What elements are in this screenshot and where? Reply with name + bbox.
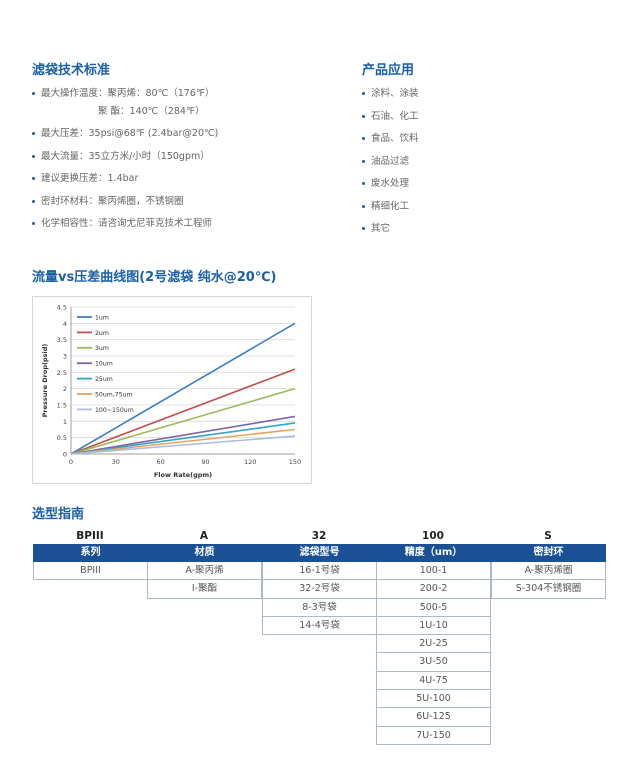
series-line-3um <box>70 387 296 455</box>
legend-label: 3um <box>95 345 109 352</box>
series-line-1um <box>70 322 296 455</box>
x-tick-label: 90 <box>201 458 209 466</box>
chart-section-title: 流量vs压差曲线图(2号滤袋 纯水@20℃) <box>32 270 277 285</box>
selection-column-header: 材质 <box>147 544 262 562</box>
selection-cell: A-聚丙烯 <box>147 562 262 581</box>
series-line-2um <box>70 368 296 455</box>
selection-cell: BPIII <box>33 562 148 581</box>
y-tick-label: 4.5 <box>57 304 67 312</box>
applications-item: 废水处理 <box>362 178 419 201</box>
chart-svg: 0 0.5 1 1.5 2 2.5 3 3.5 4 4.5 0 30 60 90 120 150 Flow Ra… <box>41 304 301 480</box>
selection-column: 滤袋型号 16-1号袋 32-2号袋 8-3号袋 14-4号袋 <box>262 544 377 636</box>
selection-column-header: 系列 <box>33 544 148 562</box>
x-tick-label: 0 <box>69 458 73 466</box>
selection-column-header: 精度（um） <box>376 544 491 562</box>
x-tick-label: 30 <box>112 458 120 466</box>
selection-cell: 100-1 <box>376 562 491 581</box>
y-tick-label: 3 <box>63 353 67 361</box>
selection-column-header: 滤袋型号 <box>262 544 377 562</box>
y-tick-label: 0 <box>63 451 67 459</box>
series-line-100~150um <box>70 435 296 455</box>
flow-pressure-chart: 0 0.5 1 1.5 2 2.5 3 3.5 4 4.5 0 30 60 90 120 150 Flow Ra… <box>32 296 312 484</box>
standards-item: 化学相容性：请咨询尤尼菲克技术工程师 <box>32 218 218 241</box>
standards-item: 最大流量：35立方米/小时（150gpm） <box>32 151 218 174</box>
applications-item: 涂料、涂装 <box>362 88 419 111</box>
selection-cell: 14-4号袋 <box>262 616 377 636</box>
selection-column: 精度（um） 100-1 200-2 500-5 1U-10 2U-25 3U-50 4U-7… <box>376 544 491 745</box>
selection-cell: 32-2号袋 <box>262 580 377 599</box>
selection-column: 材质 A-聚丙烯 I-聚酯 <box>147 544 262 599</box>
y-tick-label: 1.5 <box>57 402 67 410</box>
selection-title: 选型指南 <box>32 507 85 522</box>
selection-cell: 7U-150 <box>376 726 491 745</box>
x-tick-label: 60 <box>156 458 164 466</box>
model-code-part: 32 <box>311 530 327 542</box>
selection-cell: 2U-25 <box>376 635 491 654</box>
x-axis-label: Flow Rate(gpm) <box>154 471 212 479</box>
y-tick-label: 4 <box>63 320 67 328</box>
applications-item: 石油、化工 <box>362 111 419 134</box>
standards-item: 最大压差：35psi@68℉ (2.4bar@20℃) <box>32 128 218 151</box>
y-tick-label: 0.5 <box>57 434 67 442</box>
model-code-part: 100 <box>422 530 444 542</box>
selection-cell: 1U-10 <box>376 616 491 636</box>
selection-cell: 3U-50 <box>376 653 491 672</box>
applications-item: 食品、饮料 <box>362 133 419 156</box>
standards-item: 密封环材料：聚丙烯圈，不锈钢圈 <box>32 196 218 219</box>
applications-item: 油品过滤 <box>362 156 419 179</box>
x-tick-label: 150 <box>289 458 301 466</box>
applications-item: 其它 <box>362 223 419 246</box>
legend-label: 25um <box>95 376 113 383</box>
model-code-part: A <box>199 530 209 542</box>
selection-cell: 8-3号袋 <box>262 598 377 617</box>
series-line-50um,75um <box>70 428 296 455</box>
selection-cell: A-聚丙烯圈 <box>491 562 606 581</box>
selection-cell: 6U-125 <box>376 708 491 727</box>
selection-cell: 200-2 <box>376 580 491 599</box>
model-code-part: S <box>544 530 552 542</box>
standards-item: 最大操作温度：聚丙烯：80℃（176℉） <box>32 88 218 111</box>
selection-cell: 16-1号袋 <box>262 562 377 581</box>
standards-item: 聚 酯：140℃（284℉） <box>98 105 205 117</box>
model-code-part: BPIII <box>76 530 104 542</box>
standards-list: 最大操作温度：聚丙烯：80℃（176℉）聚 酯：140℃（284℉） 最大压差：3… <box>32 88 218 241</box>
y-tick-label: 2.5 <box>57 369 67 377</box>
standards-title: 滤袋技术标准 <box>32 63 111 78</box>
standards-item: 建议更换压差：1.4bar <box>32 173 218 196</box>
y-tick-label: 2 <box>63 385 67 393</box>
selection-column: 密封环 A-聚丙烯圈 S-304不锈钢圈 <box>491 544 606 599</box>
legend-label: 2um <box>95 330 109 337</box>
applications-list: 涂料、涂装 石油、化工 食品、饮料 油品过滤 废水处理 精细化工 其它 <box>362 88 419 246</box>
x-tick-label: 120 <box>244 458 256 466</box>
selection-cell: 500-5 <box>376 598 491 617</box>
selection-cell: S-304不锈钢圈 <box>491 580 606 599</box>
legend-label: 50um,75um <box>95 391 133 398</box>
legend-label: 10um <box>95 361 113 368</box>
y-tick-label: 1 <box>63 418 67 426</box>
selection-cell: I-聚酯 <box>147 580 262 599</box>
series-line-25um <box>70 422 296 455</box>
legend-label: 1um <box>95 314 109 321</box>
selection-cell: 4U-75 <box>376 671 491 691</box>
y-axis-label: Pressure Drop(psid) <box>41 344 49 418</box>
applications-title: 产品应用 <box>362 63 415 78</box>
series-line-10um <box>70 415 296 455</box>
selection-column: 系列 BPIII <box>33 544 148 581</box>
selection-column-header: 密封环 <box>491 544 606 562</box>
legend-label: 100~150um <box>95 407 134 414</box>
selection-cell: 5U-100 <box>376 690 491 709</box>
y-tick-label: 3.5 <box>57 336 67 344</box>
model-code-row: BPIII A 32 100 S <box>0 530 618 542</box>
applications-item: 精细化工 <box>362 201 419 224</box>
